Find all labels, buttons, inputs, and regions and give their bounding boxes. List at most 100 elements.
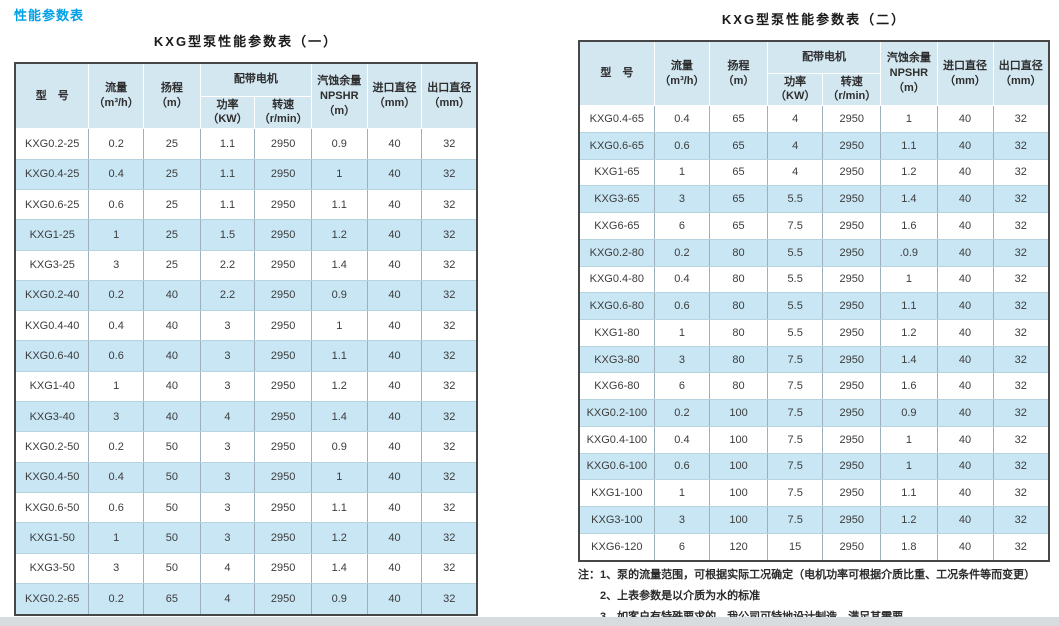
model-cell: KXG6-65	[578, 212, 655, 240]
value-cell: 2950	[822, 425, 882, 454]
value-cell: 2950	[254, 583, 313, 616]
table1-header: 型 号 流量 （m³/h） 扬程 （m） 配带电机 汽蚀余量 NPSHR （m）…	[14, 62, 478, 130]
value-cell: 25	[142, 158, 201, 190]
value-cell: 0.4	[88, 158, 144, 190]
value-cell: 2950	[822, 532, 882, 562]
model-cell: KXG0.6-50	[14, 492, 90, 524]
value-cell: 40	[936, 532, 994, 562]
value-cell: 0.9	[311, 279, 368, 312]
value-cell: 2950	[822, 452, 882, 481]
model-cell: KXG0.4-50	[14, 461, 90, 494]
value-cell: 120	[709, 532, 768, 562]
value-cell: 3	[199, 522, 256, 554]
value-cell: 40	[936, 265, 994, 294]
value-cell: 2950	[822, 265, 882, 294]
value-cell: 32	[421, 552, 478, 585]
value-cell: 3	[199, 461, 256, 494]
value-cell: 40	[936, 479, 994, 507]
value-cell: 7.5	[766, 505, 824, 534]
col-header-flow: 流量 （m³/h）	[653, 40, 711, 107]
model-cell: KXG0.2-25	[14, 128, 90, 160]
table-row: KXG6-65 6 65 7.5 2950 1.6 40 32	[578, 212, 1050, 240]
model-cell: KXG1-100	[578, 479, 655, 507]
value-cell: 1.4	[880, 185, 938, 214]
value-cell: 50	[142, 552, 201, 585]
value-cell: 40	[366, 522, 423, 554]
value-cell: .0.9	[880, 238, 938, 267]
table-row: KXG3-65 3 65 5.5 2950 1.4 40 32	[578, 185, 1050, 214]
value-cell: 3	[199, 370, 256, 403]
value-cell: 32	[421, 310, 478, 342]
value-cell: 1.1	[880, 479, 938, 507]
value-cell: 40	[366, 158, 423, 190]
value-cell: 32	[421, 431, 478, 463]
value-cell: 5.5	[766, 292, 824, 320]
value-cell: 7.5	[766, 452, 824, 481]
value-cell: 65	[709, 185, 768, 214]
model-cell: KXG6-80	[578, 372, 655, 401]
value-cell: 0.2	[88, 279, 144, 312]
value-cell: 2950	[254, 492, 313, 524]
value-cell: 2950	[822, 505, 882, 534]
value-cell: 7.5	[766, 372, 824, 401]
value-cell: 0.9	[880, 399, 938, 427]
value-cell: 6	[653, 372, 711, 401]
value-cell: 80	[709, 345, 768, 374]
table2-body: KXG0.4-65 0.4 65 4 2950 1 40 32 KXG0.6-65 0.6 65 4 2…	[578, 105, 1050, 562]
value-cell: 5.5	[766, 185, 824, 214]
value-cell: 40	[936, 372, 994, 401]
value-cell: 1.4	[311, 552, 368, 585]
value-cell: 40	[366, 370, 423, 403]
value-cell: 32	[992, 372, 1050, 401]
value-cell: 2950	[822, 318, 882, 347]
table-row: KXG0.6-50 0.6 50 3 2950 1.1 40 32	[14, 492, 478, 524]
value-cell: 32	[992, 425, 1050, 454]
value-cell: 7.5	[766, 212, 824, 240]
value-cell: 1.1	[880, 292, 938, 320]
model-cell: KXG3-25	[14, 249, 90, 281]
value-cell: 1	[311, 310, 368, 342]
table-row: KXG0.6-25 0.6 25 1.1 2950 1.1 40 32	[14, 188, 478, 221]
value-cell: 100	[709, 399, 768, 427]
value-cell: 40	[936, 212, 994, 240]
value-cell: 32	[992, 131, 1050, 160]
value-cell: 40	[936, 452, 994, 481]
col-header-inlet: 进口直径 （mm）	[936, 40, 994, 107]
value-cell: 1.2	[880, 318, 938, 347]
value-cell: 1.4	[311, 401, 368, 433]
table2-header: 型 号 流量 （m³/h） 扬程 （m） 配带电机 汽蚀余量 NPSHR （m）…	[578, 40, 1050, 107]
value-cell: 2950	[254, 128, 313, 160]
value-cell: 0.4	[88, 310, 144, 342]
model-cell: KXG0.4-25	[14, 158, 90, 190]
value-cell: 0.4	[653, 105, 711, 133]
table-row: KXG0.6-65 0.6 65 4 2950 1.1 40 32	[578, 131, 1050, 160]
value-cell: 25	[142, 128, 201, 160]
value-cell: 40	[936, 505, 994, 534]
model-cell: KXG1-25	[14, 219, 90, 251]
value-cell: 32	[421, 219, 478, 251]
value-cell: 3	[199, 431, 256, 463]
value-cell: 7.5	[766, 345, 824, 374]
value-cell: 0.6	[653, 292, 711, 320]
model-cell: KXG0.6-25	[14, 188, 90, 221]
table-row: KXG6-120 6 120 15 2950 1.8 40 32	[578, 532, 1050, 562]
value-cell: 1	[88, 522, 144, 554]
model-cell: KXG3-100	[578, 505, 655, 534]
value-cell: 4	[199, 401, 256, 433]
value-cell: 32	[992, 452, 1050, 481]
value-cell: 1.4	[880, 345, 938, 374]
value-cell: 40	[936, 158, 994, 187]
value-cell: 2950	[254, 370, 313, 403]
value-cell: 32	[421, 249, 478, 281]
value-cell: 2950	[254, 158, 313, 190]
note-prefix: 注：	[578, 569, 600, 581]
value-cell: 1.2	[311, 219, 368, 251]
model-cell: KXG0.4-65	[578, 105, 655, 133]
value-cell: 4	[766, 158, 824, 187]
value-cell: 65	[709, 158, 768, 187]
value-cell: 3	[653, 505, 711, 534]
value-cell: 0.9	[311, 431, 368, 463]
value-cell: 1.5	[199, 219, 256, 251]
model-cell: KXG0.2-100	[578, 399, 655, 427]
value-cell: 1	[88, 370, 144, 403]
